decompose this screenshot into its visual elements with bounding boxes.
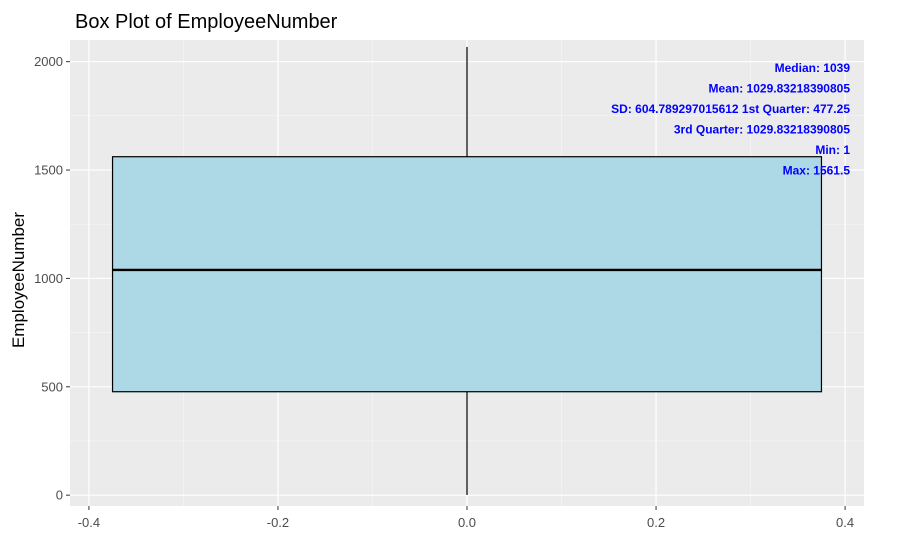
stats-annotation: SD: 604.789297015612 1st Quarter: 477.25 (611, 102, 850, 116)
x-tick-label: 0.4 (836, 515, 854, 530)
y-tick-label: 1000 (34, 271, 63, 286)
box-body (111, 156, 823, 393)
stats-annotation: Max: 1561.5 (783, 164, 851, 178)
stats-annotation: Min: 1 (815, 143, 850, 157)
y-axis-title: EmployeeNumber (9, 212, 28, 348)
y-tick-label: 0 (56, 488, 63, 503)
y-tick-label: 1500 (34, 163, 63, 178)
stats-annotation: 3rd Quarter: 1029.83218390805 (674, 123, 850, 137)
plot-layer: -0.4 -0.2 0.0 0.2 0.4 0 500 1000 1500 2000 Median:… (34, 40, 864, 530)
x-tick-label: -0.2 (267, 515, 289, 530)
x-tick-label: 0.0 (458, 515, 476, 530)
stats-annotation: Median: 1039 (775, 61, 851, 75)
y-tick-label: 500 (41, 379, 63, 394)
x-tick-label: 0.2 (647, 515, 665, 530)
stats-annotation: Mean: 1029.83218390805 (709, 82, 851, 96)
x-tick-label: -0.4 (78, 515, 100, 530)
chart-title: Box Plot of EmployeeNumber (75, 11, 338, 33)
y-tick-label: 2000 (34, 54, 63, 69)
